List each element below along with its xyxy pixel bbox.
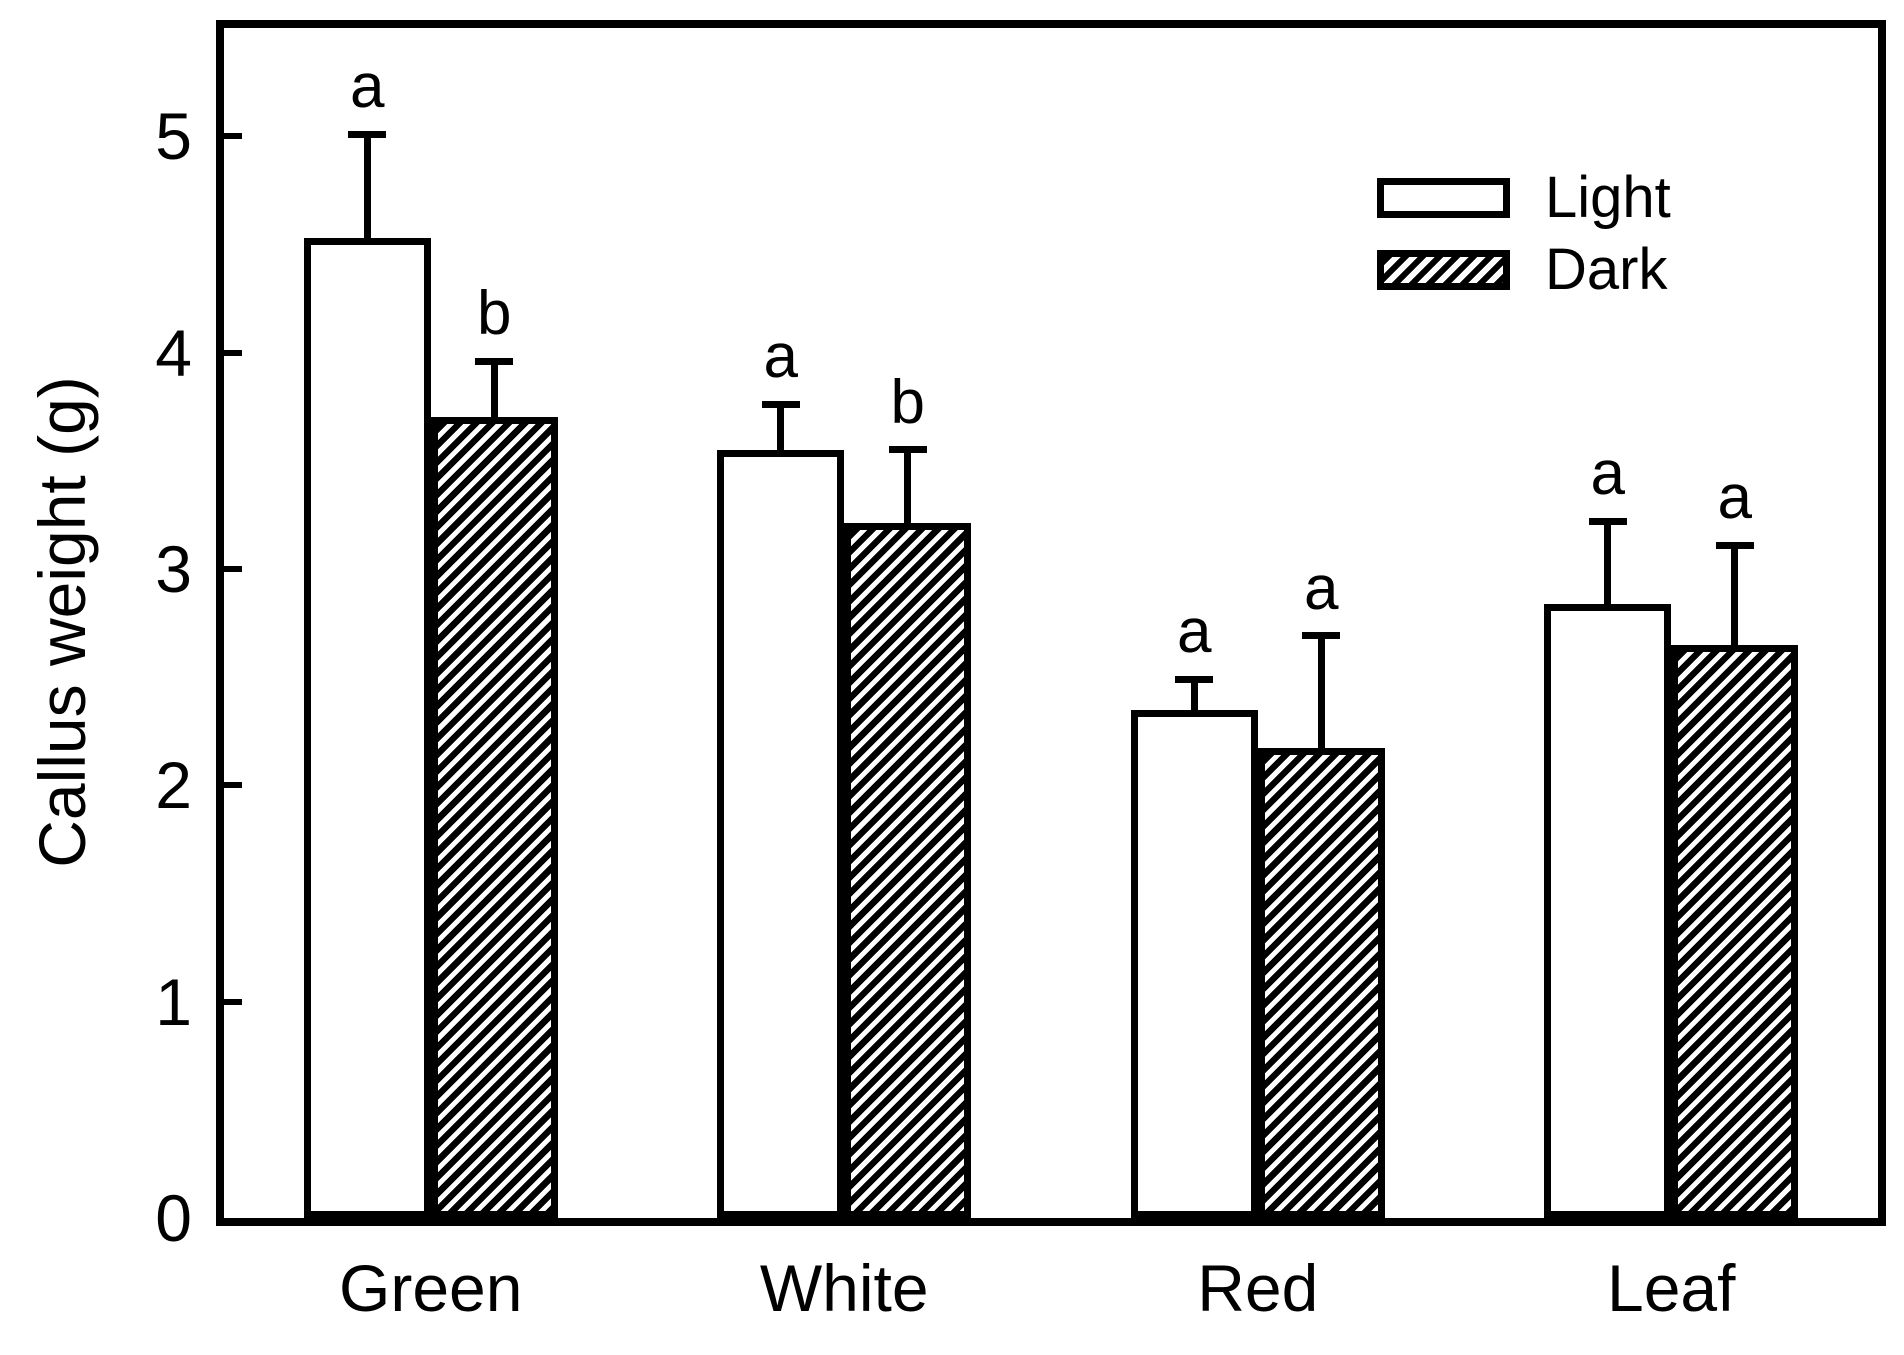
error-bar-white-light [777,404,785,450]
error-bar-red-dark [1317,635,1325,749]
y-tick-mark-1 [224,998,242,1005]
legend-label-light: Light [1545,165,1671,230]
significance-letter-white-dark: b [890,367,925,437]
error-cap-red-light [1175,675,1214,683]
y-tick-label-0: 0 [155,1181,192,1255]
bar-green-dark [430,417,558,1218]
x-category-label-green: Green [339,1251,523,1325]
legend-swatch-dark [1377,250,1510,290]
x-category-label-white: White [759,1251,929,1325]
error-bar-leaf-light [1604,521,1612,604]
y-tick-mark-2 [224,782,242,789]
x-category-label-red: Red [1197,1251,1319,1325]
error-bar-leaf-dark [1731,545,1739,645]
error-bar-white-dark [904,449,912,524]
legend-label-dark: Dark [1545,237,1668,302]
y-tick-label-3: 3 [155,531,192,606]
significance-letter-red-light: a [1177,597,1212,667]
error-cap-green-light [348,130,387,138]
error-cap-leaf-dark [1715,541,1754,549]
significance-letter-green-light: a [350,52,385,122]
error-cap-white-dark [888,446,927,454]
significance-letter-green-dark: b [477,279,512,349]
significance-letter-white-light: a [763,322,798,392]
error-cap-red-dark [1302,632,1341,640]
x-category-label-leaf: Leaf [1607,1251,1736,1325]
bar-green-light [303,237,431,1218]
y-tick-mark-3 [224,565,242,572]
error-cap-white-light [761,400,800,408]
error-bar-red-light [1190,679,1198,710]
y-tick-label-4: 4 [155,315,192,390]
bar-leaf-dark [1671,644,1799,1218]
y-tick-label-2: 2 [155,748,192,823]
bar-red-light [1130,709,1258,1218]
error-cap-green-dark [475,357,514,365]
error-cap-leaf-light [1588,517,1627,525]
y-tick-mark-4 [224,349,242,356]
bar-white-light [717,449,845,1218]
legend-swatch-light [1377,178,1510,218]
bar-leaf-light [1544,603,1672,1218]
y-tick-label-1: 1 [155,964,192,1039]
bar-red-dark [1257,748,1385,1218]
y-tick-mark-5 [224,133,242,140]
bar-white-dark [844,523,972,1218]
y-tick-label-5: 5 [155,99,192,174]
error-bar-green-light [363,134,371,238]
significance-letter-red-dark: a [1304,553,1339,623]
error-bar-green-dark [490,361,498,418]
significance-letter-leaf-dark: a [1717,463,1752,533]
significance-letter-leaf-light: a [1590,439,1625,509]
